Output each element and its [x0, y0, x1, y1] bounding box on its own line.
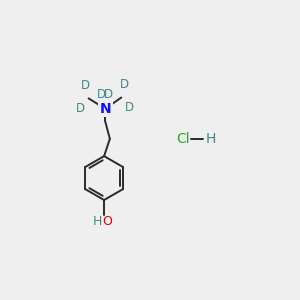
Text: O: O [102, 215, 112, 228]
Text: H: H [92, 215, 102, 228]
Text: D: D [104, 88, 113, 100]
Text: D: D [97, 88, 106, 101]
Text: H: H [205, 132, 216, 146]
Text: D: D [120, 78, 129, 91]
Text: Cl: Cl [176, 132, 190, 146]
Text: D: D [125, 101, 134, 114]
Text: N: N [99, 102, 111, 116]
Text: D: D [81, 79, 90, 92]
Text: D: D [75, 102, 85, 115]
